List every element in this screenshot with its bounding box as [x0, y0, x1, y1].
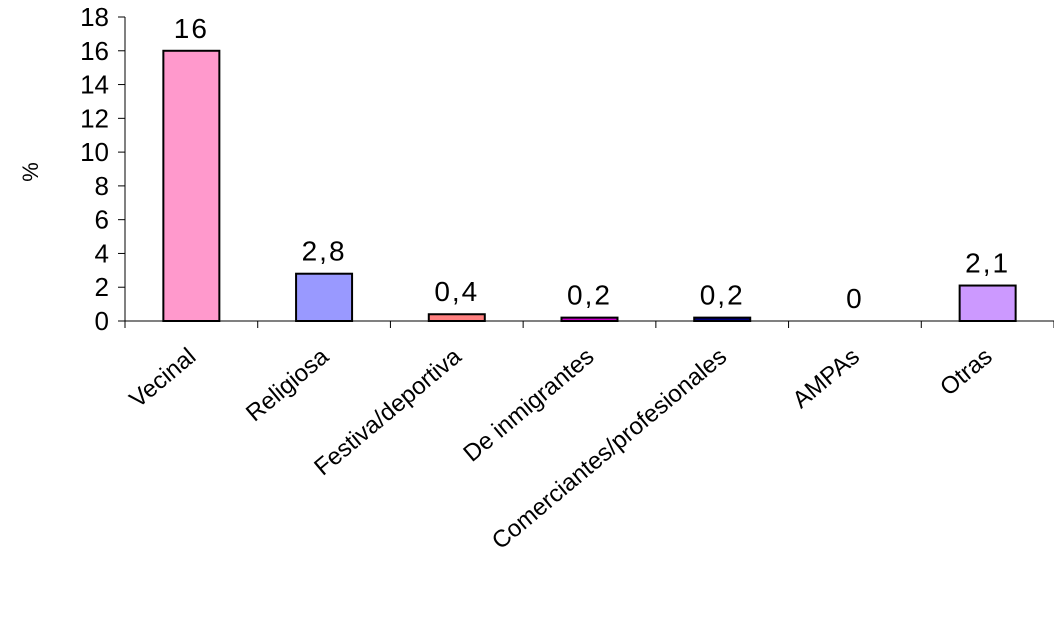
bar-religiosa	[295, 272, 354, 323]
y-tick-label: 10	[80, 137, 109, 167]
bar-de-inmigrantes	[560, 316, 619, 323]
y-tick-label: 0	[95, 306, 109, 336]
data-label: 16	[174, 13, 209, 44]
bars	[162, 49, 1017, 323]
data-label: 2,8	[302, 236, 347, 267]
y-axis-title: %	[18, 162, 43, 182]
data-labels: 16 2,8 0,4 0,2 0,2 0 2,1	[174, 13, 1010, 314]
y-tick-label: 16	[80, 36, 109, 66]
bar-comerciantes-profesionales	[693, 316, 752, 323]
x-tick-label: Religiosa	[241, 342, 334, 427]
x-tick-label: De inmigrantes	[458, 343, 599, 467]
x-tick-label: AMPAs	[787, 343, 864, 414]
y-tick-label: 4	[95, 238, 109, 268]
data-label: 0	[846, 283, 864, 314]
y-tick-label: 18	[80, 2, 109, 32]
data-label: 0,2	[700, 280, 745, 311]
y-tick-label: 6	[95, 205, 109, 235]
bar-festiva-deportiva	[427, 313, 486, 323]
data-label: 2,1	[965, 248, 1010, 279]
y-tick-label: 12	[80, 103, 109, 133]
x-axis	[124, 320, 1054, 328]
bar-vecinal	[162, 49, 221, 323]
x-tick-label: Vecinal	[125, 343, 202, 413]
y-tick-label: 14	[80, 70, 109, 100]
x-tick-label: Otras	[935, 343, 997, 401]
data-label: 0,4	[434, 276, 479, 307]
y-tick-label: 2	[95, 272, 109, 302]
data-label: 0,2	[567, 280, 612, 311]
y-tick-label: 8	[95, 171, 109, 201]
bar-otras	[958, 284, 1017, 322]
x-tick-label: Comerciantes/profesionales	[487, 343, 732, 555]
